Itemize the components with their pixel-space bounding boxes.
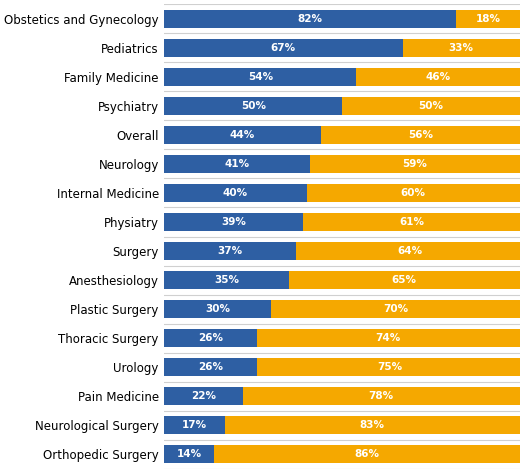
Text: 26%: 26% bbox=[198, 362, 223, 372]
Text: 74%: 74% bbox=[376, 333, 401, 343]
Text: 56%: 56% bbox=[408, 130, 433, 140]
Text: 17%: 17% bbox=[182, 420, 207, 430]
Text: 35%: 35% bbox=[214, 275, 239, 285]
Bar bbox=[225, 416, 520, 434]
Text: 67%: 67% bbox=[271, 43, 296, 53]
Bar bbox=[303, 213, 520, 231]
Bar bbox=[243, 387, 520, 405]
Bar bbox=[165, 416, 225, 434]
Text: 37%: 37% bbox=[217, 246, 243, 256]
Text: 60%: 60% bbox=[401, 188, 425, 198]
Text: 78%: 78% bbox=[368, 391, 394, 401]
Bar bbox=[456, 9, 520, 28]
Bar bbox=[321, 126, 520, 144]
Text: 39%: 39% bbox=[221, 217, 246, 227]
Bar bbox=[165, 329, 257, 347]
Bar bbox=[214, 445, 520, 464]
Bar bbox=[165, 358, 257, 376]
Bar bbox=[165, 126, 321, 144]
Text: 33%: 33% bbox=[449, 43, 474, 53]
Bar bbox=[296, 242, 523, 260]
Bar bbox=[165, 387, 243, 405]
Bar bbox=[165, 213, 303, 231]
Bar bbox=[165, 39, 402, 57]
Text: 82%: 82% bbox=[298, 14, 323, 24]
Text: 86%: 86% bbox=[354, 449, 379, 459]
Bar bbox=[165, 184, 307, 202]
Text: 22%: 22% bbox=[191, 391, 216, 401]
Bar bbox=[165, 68, 356, 86]
Bar bbox=[165, 9, 456, 28]
Text: 40%: 40% bbox=[223, 188, 248, 198]
Bar bbox=[165, 300, 271, 318]
Bar bbox=[257, 358, 523, 376]
Text: 14%: 14% bbox=[177, 449, 202, 459]
Text: 26%: 26% bbox=[198, 333, 223, 343]
Bar bbox=[165, 97, 342, 115]
Text: 61%: 61% bbox=[399, 217, 424, 227]
Bar bbox=[165, 271, 289, 289]
Text: 50%: 50% bbox=[419, 101, 443, 111]
Bar bbox=[271, 300, 520, 318]
Text: 18%: 18% bbox=[475, 14, 500, 24]
Bar bbox=[402, 39, 520, 57]
Bar bbox=[356, 68, 520, 86]
Text: 64%: 64% bbox=[397, 246, 422, 256]
Text: 70%: 70% bbox=[383, 304, 408, 314]
Text: 50%: 50% bbox=[241, 101, 266, 111]
Bar bbox=[342, 97, 520, 115]
Text: 41%: 41% bbox=[225, 159, 250, 169]
Text: 54%: 54% bbox=[248, 72, 273, 82]
Bar bbox=[310, 155, 520, 173]
Text: 65%: 65% bbox=[392, 275, 417, 285]
Bar bbox=[165, 242, 296, 260]
Text: 75%: 75% bbox=[377, 362, 402, 372]
Text: 44%: 44% bbox=[230, 130, 255, 140]
Bar bbox=[165, 445, 214, 464]
Bar bbox=[307, 184, 520, 202]
Text: 83%: 83% bbox=[360, 420, 385, 430]
Bar bbox=[165, 155, 310, 173]
Bar bbox=[257, 329, 520, 347]
Bar bbox=[289, 271, 520, 289]
Text: 59%: 59% bbox=[402, 159, 428, 169]
Text: 30%: 30% bbox=[205, 304, 230, 314]
Text: 46%: 46% bbox=[425, 72, 451, 82]
